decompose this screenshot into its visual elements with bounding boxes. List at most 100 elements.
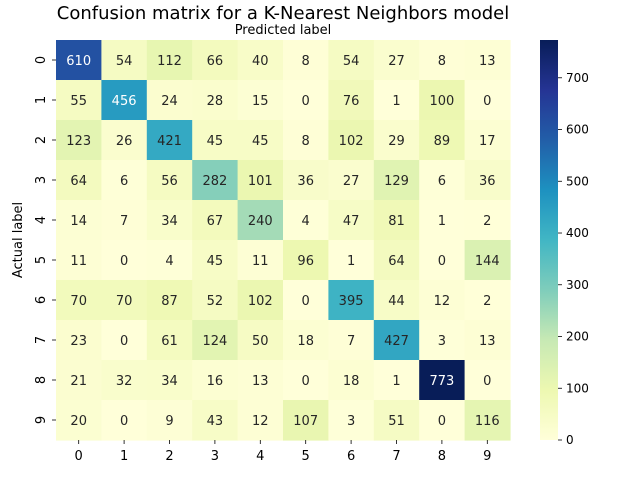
- cell-value-label: 96: [297, 254, 314, 269]
- y-tick-label: 8: [34, 376, 49, 384]
- heatmap-cell: [56, 360, 102, 401]
- cell-value-label: 1: [438, 214, 446, 229]
- heatmap-cell: [373, 280, 420, 321]
- cell-value-label: 76: [343, 94, 360, 109]
- cell-value-label: 40: [252, 54, 269, 69]
- cell-value-label: 52: [207, 294, 224, 309]
- heatmap-cell: [146, 40, 193, 81]
- y-tick-label: 7: [34, 336, 49, 344]
- cell-value-label: 0: [483, 374, 491, 389]
- cell-value-label: 6: [438, 174, 446, 189]
- cell-value-label: 11: [252, 254, 269, 269]
- x-tick-label: 8: [438, 449, 446, 464]
- cell-value-label: 9: [165, 414, 173, 429]
- y-axis-label: Actual label: [11, 202, 26, 278]
- heatmap-cell: [373, 200, 420, 241]
- colorbar-tick-label: 500: [566, 174, 589, 188]
- y-tick-label: 5: [34, 256, 49, 264]
- cell-value-label: 24: [161, 94, 178, 109]
- cell-value-label: 11: [70, 254, 87, 269]
- colorbar: [540, 40, 558, 440]
- cell-value-label: 0: [120, 414, 128, 429]
- colorbar-tick-label: 200: [566, 330, 589, 344]
- cell-value-label: 112: [157, 54, 182, 69]
- cell-value-label: 8: [302, 134, 310, 149]
- heatmap-cell: [419, 280, 466, 321]
- heatmap-cell: [237, 280, 284, 321]
- cell-value-label: 4: [302, 214, 310, 229]
- cell-value-label: 4: [165, 254, 173, 269]
- cell-value-label: 56: [161, 174, 178, 189]
- cell-value-label: 1: [392, 374, 400, 389]
- cell-value-label: 6: [120, 174, 128, 189]
- cell-value-label: 0: [438, 414, 446, 429]
- heatmap-cell: [419, 120, 466, 161]
- heatmap-cell: [56, 160, 102, 201]
- cell-value-label: 47: [343, 214, 360, 229]
- cell-value-label: 2: [483, 214, 491, 229]
- heatmap-cell: [328, 160, 375, 201]
- heatmap-cell: [237, 400, 284, 441]
- cell-value-label: 43: [207, 414, 224, 429]
- heatmap-cell: [328, 200, 375, 241]
- heatmap-cell: [373, 320, 420, 361]
- heatmap-cell: [146, 120, 193, 161]
- cell-value-label: 14: [70, 214, 87, 229]
- heatmap-cell: [283, 240, 329, 281]
- heatmap-cell: [373, 120, 420, 161]
- cell-value-label: 0: [302, 294, 310, 309]
- y-tick-label: 2: [34, 136, 49, 144]
- heatmap-cell: [56, 400, 102, 441]
- cell-value-label: 0: [483, 94, 491, 109]
- heatmap-cell: [419, 160, 466, 201]
- cell-value-label: 50: [252, 334, 269, 349]
- heatmap-cell: [192, 40, 239, 81]
- heatmap-cell: [283, 80, 329, 121]
- cell-value-label: 395: [339, 294, 364, 309]
- heatmap-cell: [464, 120, 511, 161]
- heatmap-cell: [373, 160, 420, 201]
- cell-value-label: 45: [252, 134, 269, 149]
- x-axis-ticks: 0 1 2 3 4 5 6 7 8 9: [75, 440, 491, 464]
- colorbar-tick-label: 0: [566, 433, 574, 447]
- heatmap-cell: [237, 80, 284, 121]
- cell-value-label: 0: [302, 374, 310, 389]
- heatmap-cell: [464, 160, 511, 201]
- heatmap-cell: [101, 160, 148, 201]
- cell-value-label: 282: [202, 174, 227, 189]
- heatmap-cell: [328, 360, 375, 401]
- heatmap-cell: [192, 80, 239, 121]
- heatmap-cell: [146, 200, 193, 241]
- heatmap-cell: [328, 80, 375, 121]
- cell-value-label: 100: [429, 94, 454, 109]
- cell-value-label: 8: [438, 54, 446, 69]
- y-tick-label: 3: [34, 176, 49, 184]
- colorbar-gradient: [540, 40, 558, 440]
- colorbar-tick-label: 600: [566, 123, 589, 137]
- cell-value-label: 66: [207, 54, 224, 69]
- colorbar-tick-label: 700: [566, 71, 589, 85]
- cell-value-label: 54: [116, 54, 133, 69]
- heatmap-cell: [373, 400, 420, 441]
- heatmap-cell: [237, 320, 284, 361]
- heatmap-cell: [328, 40, 375, 81]
- heatmap-cell: [56, 320, 102, 361]
- heatmap-cell: [328, 400, 375, 441]
- cell-value-label: 0: [438, 254, 446, 269]
- y-tick-label: 4: [34, 216, 49, 224]
- x-tick-label: 2: [165, 449, 173, 464]
- x-tick-label: 5: [302, 449, 310, 464]
- heatmap-cell: [328, 320, 375, 361]
- cell-value-label: 44: [388, 294, 405, 309]
- cell-value-label: 124: [202, 334, 227, 349]
- heatmap-cell: [464, 400, 511, 441]
- heatmap-cell: [101, 200, 148, 241]
- cell-value-label: 51: [388, 414, 405, 429]
- heatmap-cell: [464, 200, 511, 241]
- cell-value-label: 32: [116, 374, 133, 389]
- heatmap-cell: [101, 80, 148, 121]
- cell-value-label: 61: [161, 334, 178, 349]
- heatmap-cell: [373, 240, 420, 281]
- cell-value-label: 2: [483, 294, 491, 309]
